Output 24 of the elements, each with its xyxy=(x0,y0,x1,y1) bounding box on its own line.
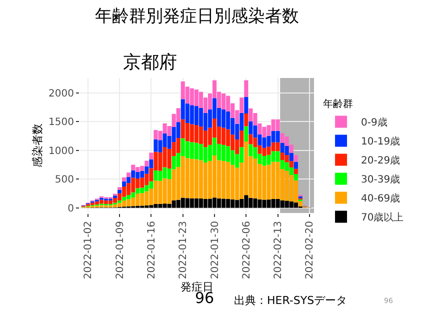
legend-label: 40-69歳 xyxy=(361,192,400,205)
y-tick-label: 2000 xyxy=(48,88,74,100)
source-note: 出典：HER-SYSデータ xyxy=(234,294,348,307)
y-axis-title: 感染者数 xyxy=(31,124,44,168)
x-tick-label: 2022-01-16 xyxy=(146,221,158,280)
legend-label: 10-19歳 xyxy=(361,136,400,148)
y-tick-label: 1000 xyxy=(48,146,74,157)
legend-label: 30-39歳 xyxy=(361,174,400,186)
x-tick-label: 2022-02-13 xyxy=(273,221,284,280)
y-tick-label: 0 xyxy=(68,203,74,214)
x-tick-label: 2022-01-02 xyxy=(83,221,94,280)
legend-label: 0-9歳 xyxy=(361,116,388,129)
legend-title: 年齢群 xyxy=(323,98,354,110)
x-tick-label: 2022-02-06 xyxy=(241,221,252,280)
chart-subtitle: 京都府 xyxy=(123,52,177,73)
chart-title: 年齢群別発症日別感染者数 xyxy=(95,6,299,26)
x-tick-label: 2022-01-23 xyxy=(178,221,190,280)
x-tick-label: 2022-01-09 xyxy=(114,221,126,280)
legend-label: 70歳以上 xyxy=(361,212,404,224)
legend-label: 20-29歳 xyxy=(361,154,400,167)
x-tick-label: 2022-02-20 xyxy=(304,221,316,280)
y-tick-label: 1500 xyxy=(48,117,74,128)
x-tick-label: 2022-01-30 xyxy=(210,221,221,280)
y-tick-label: 500 xyxy=(54,174,74,186)
